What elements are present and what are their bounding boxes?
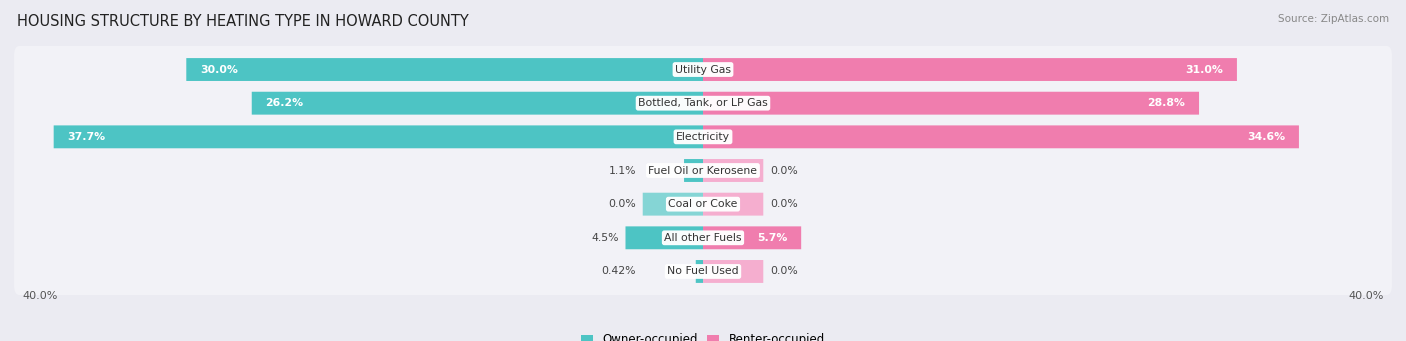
FancyBboxPatch shape <box>14 46 1392 93</box>
Text: 30.0%: 30.0% <box>200 64 238 75</box>
FancyBboxPatch shape <box>703 125 1299 148</box>
FancyBboxPatch shape <box>14 248 1392 295</box>
Text: 28.8%: 28.8% <box>1147 98 1185 108</box>
FancyBboxPatch shape <box>703 92 1199 115</box>
Text: Utility Gas: Utility Gas <box>675 64 731 75</box>
FancyBboxPatch shape <box>14 113 1392 160</box>
Text: Electricity: Electricity <box>676 132 730 142</box>
FancyBboxPatch shape <box>252 92 703 115</box>
FancyBboxPatch shape <box>703 260 763 283</box>
Text: All other Fuels: All other Fuels <box>664 233 742 243</box>
Text: 31.0%: 31.0% <box>1185 64 1223 75</box>
Text: 0.0%: 0.0% <box>770 199 799 209</box>
Text: Coal or Coke: Coal or Coke <box>668 199 738 209</box>
Text: Fuel Oil or Kerosene: Fuel Oil or Kerosene <box>648 165 758 176</box>
FancyBboxPatch shape <box>703 226 801 249</box>
FancyBboxPatch shape <box>643 193 703 216</box>
Text: 40.0%: 40.0% <box>22 291 58 301</box>
FancyBboxPatch shape <box>685 159 703 182</box>
Legend: Owner-occupied, Renter-occupied: Owner-occupied, Renter-occupied <box>576 329 830 341</box>
Text: 37.7%: 37.7% <box>67 132 105 142</box>
Text: 40.0%: 40.0% <box>1348 291 1384 301</box>
Text: 34.6%: 34.6% <box>1247 132 1285 142</box>
Text: 5.7%: 5.7% <box>756 233 787 243</box>
Text: No Fuel Used: No Fuel Used <box>668 266 738 277</box>
FancyBboxPatch shape <box>186 58 703 81</box>
FancyBboxPatch shape <box>14 214 1392 261</box>
FancyBboxPatch shape <box>696 260 703 283</box>
FancyBboxPatch shape <box>14 181 1392 228</box>
Text: 1.1%: 1.1% <box>609 165 636 176</box>
Text: 4.5%: 4.5% <box>591 233 619 243</box>
Text: 26.2%: 26.2% <box>266 98 304 108</box>
FancyBboxPatch shape <box>703 58 1237 81</box>
FancyBboxPatch shape <box>14 147 1392 194</box>
Text: HOUSING STRUCTURE BY HEATING TYPE IN HOWARD COUNTY: HOUSING STRUCTURE BY HEATING TYPE IN HOW… <box>17 14 468 29</box>
Text: 0.0%: 0.0% <box>770 165 799 176</box>
FancyBboxPatch shape <box>626 226 703 249</box>
FancyBboxPatch shape <box>53 125 703 148</box>
FancyBboxPatch shape <box>14 80 1392 127</box>
Text: 0.0%: 0.0% <box>607 199 636 209</box>
Text: Source: ZipAtlas.com: Source: ZipAtlas.com <box>1278 14 1389 24</box>
FancyBboxPatch shape <box>703 159 763 182</box>
FancyBboxPatch shape <box>703 193 763 216</box>
Text: 0.42%: 0.42% <box>602 266 636 277</box>
Text: 0.0%: 0.0% <box>770 266 799 277</box>
Text: Bottled, Tank, or LP Gas: Bottled, Tank, or LP Gas <box>638 98 768 108</box>
